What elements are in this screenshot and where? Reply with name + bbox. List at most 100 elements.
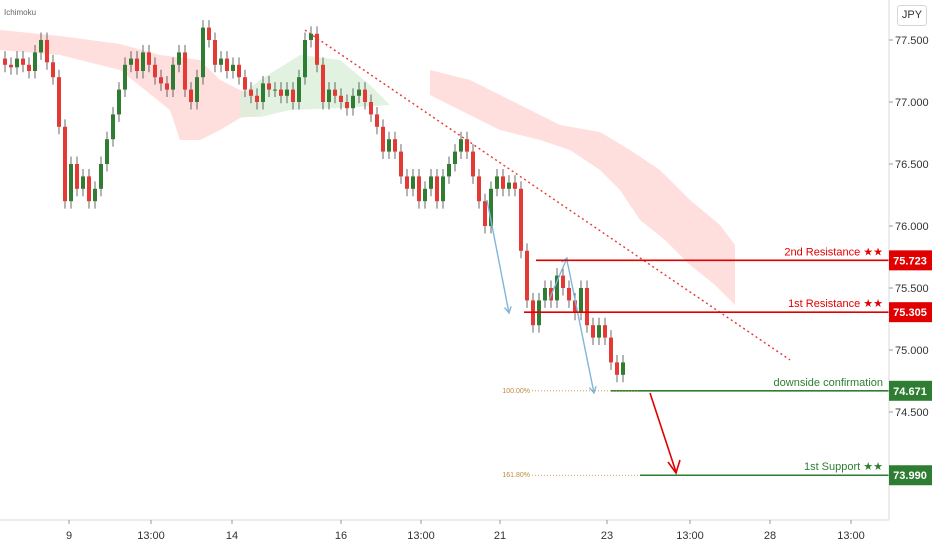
candle-body: [501, 176, 505, 189]
arrow-head-3: [588, 386, 597, 395]
candle-body: [507, 182, 511, 189]
x-tick-label: 13:00: [137, 530, 165, 542]
candle-body: [519, 188, 523, 251]
candle-body: [465, 139, 469, 152]
cloud-bear-2: [430, 70, 735, 305]
candle-body: [237, 64, 241, 78]
x-tick-label: 21: [494, 530, 506, 542]
price-axis: 77.500 77.000 76.500 76.000 75.500 75.000 74.5…: [889, 35, 929, 419]
x-tick-label: 13:00: [676, 530, 704, 542]
candle-body: [15, 58, 19, 68]
candle-body: [75, 164, 79, 189]
candle-body: [99, 164, 103, 189]
candle-body: [459, 139, 463, 152]
candle-body: [159, 77, 163, 84]
candle-body: [45, 40, 49, 63]
candle-body: [81, 176, 85, 189]
candle-body: [201, 27, 205, 78]
level-label: 2nd Resistance ★★: [784, 246, 883, 258]
time-axis: 9 13:00 14 16 13:00 21 23 13:00 28 13:00: [66, 520, 865, 542]
price-tags: 75.305 75.723 74.671 73.990: [889, 250, 932, 486]
candle-body: [195, 77, 199, 102]
candle-body: [105, 139, 109, 164]
candle-body: [525, 250, 529, 301]
candle-body: [279, 89, 283, 96]
x-tick-label: 13:00: [407, 530, 435, 542]
candle-body: [591, 325, 595, 338]
candle-body: [345, 102, 349, 109]
indicator-name[interactable]: Ichimoku: [4, 8, 37, 17]
candle-body: [597, 325, 601, 338]
candle-body: [153, 64, 157, 78]
candle-body: [69, 164, 73, 202]
candle-body: [477, 176, 481, 202]
candle-body: [495, 176, 499, 189]
candlestick-series: [3, 20, 625, 383]
candle-body: [339, 95, 343, 102]
candle-body: [135, 58, 139, 71]
x-tick-label: 28: [764, 530, 776, 542]
candle-body: [621, 362, 625, 375]
arrow-down-2: [567, 264, 595, 394]
level-label: downside confirmation: [774, 377, 883, 389]
candle-body: [615, 362, 619, 375]
candle-body: [489, 188, 493, 226]
candle-body: [255, 95, 259, 102]
arrow-head-1: [503, 306, 512, 315]
candle-body: [543, 288, 547, 301]
x-tick-label: 13:00: [837, 530, 865, 542]
currency-button[interactable]: JPY: [897, 5, 927, 26]
candle-body: [417, 176, 421, 202]
price-tag-value: 75.305: [893, 307, 927, 319]
candle-body: [285, 89, 289, 96]
target-arrow: [649, 392, 677, 473]
candle-body: [147, 52, 151, 65]
candle-body: [63, 126, 67, 202]
candle-body: [357, 89, 361, 96]
candle-body: [21, 58, 25, 65]
candle-body: [39, 40, 43, 53]
candle-body: [111, 114, 115, 140]
candle-body: [429, 176, 433, 189]
candle-body: [261, 83, 265, 102]
candle-body: [327, 89, 331, 102]
candle-body: [561, 275, 565, 288]
candle-body: [219, 58, 223, 65]
candle-body: [57, 77, 61, 127]
candle-body: [129, 58, 133, 65]
y-tick-label: 76.500: [895, 159, 929, 171]
x-tick-label: 14: [226, 530, 238, 542]
candle-body: [3, 58, 7, 65]
y-tick-label: 77.000: [895, 97, 929, 109]
cloud-bear-1: [0, 30, 260, 140]
candle-body: [381, 126, 385, 152]
candle-body: [363, 89, 367, 102]
y-tick-label: 75.000: [895, 345, 929, 357]
candle-body: [399, 151, 403, 177]
arrow-up: [548, 257, 568, 301]
candle-body: [333, 89, 337, 96]
candle-body: [33, 52, 37, 71]
candle-body: [375, 114, 379, 127]
candle-body: [513, 182, 517, 189]
candle-body: [579, 288, 583, 313]
candle-body: [351, 95, 355, 109]
candle-body: [171, 64, 175, 90]
x-tick-label: 16: [335, 530, 347, 542]
candle-body: [51, 62, 55, 78]
candle-body: [297, 77, 301, 102]
candle-body: [213, 40, 217, 65]
candle-body: [87, 176, 91, 202]
descending-trendline: [304, 29, 791, 361]
candle-body: [249, 89, 253, 96]
candle-body: [555, 275, 559, 301]
x-tick-label: 23: [601, 530, 613, 542]
fibonacci-labels: 100.00% 161.80%: [502, 388, 640, 479]
candle-body: [453, 151, 457, 164]
y-tick-label: 74.500: [895, 407, 929, 419]
candle-body: [567, 288, 571, 301]
candle-body: [141, 52, 145, 71]
candle-body: [423, 188, 427, 202]
projection-arrows: [486, 199, 681, 475]
